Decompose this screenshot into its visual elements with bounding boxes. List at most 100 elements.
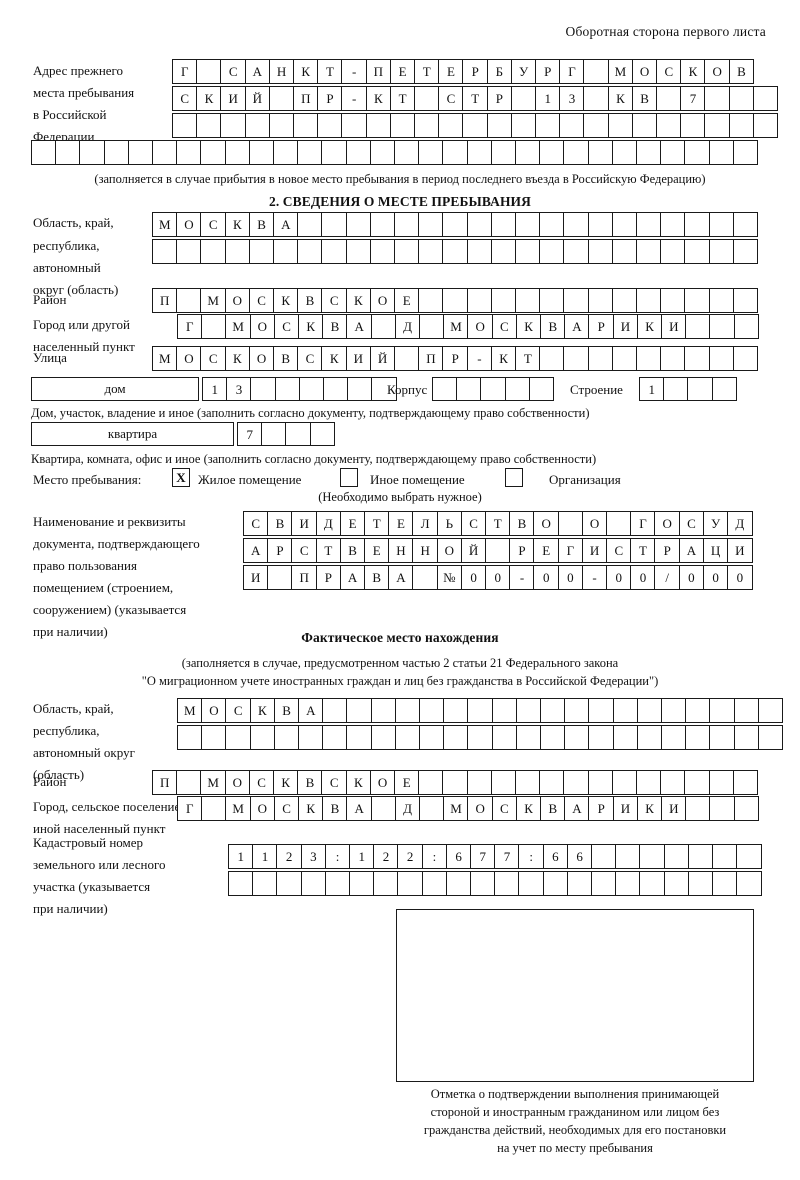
prev-address-row-4-cell-5[interactable] <box>127 140 154 165</box>
actual-region-row-1-cell-17[interactable] <box>564 698 590 723</box>
street-row-cell-7[interactable]: С <box>297 346 323 371</box>
document-row-1-cell-4[interactable]: Д <box>315 511 342 536</box>
district-row-cell-13[interactable] <box>442 288 468 313</box>
region-row-1-cell-23[interactable] <box>684 212 710 237</box>
city-row-cell-15[interactable]: К <box>515 314 542 339</box>
flat-cells-cell-4[interactable] <box>309 422 336 446</box>
actual-region-row-2-cell-11[interactable] <box>419 725 445 750</box>
prev-address-row-3-cell-20[interactable] <box>631 113 658 138</box>
region-row-1-cell-18[interactable] <box>563 212 589 237</box>
flat-cells[interactable]: 7 <box>237 422 336 446</box>
prev-address-row-3[interactable] <box>172 113 779 138</box>
document-row-1-cell-5[interactable]: Е <box>339 511 366 536</box>
prev-address-row-1-cell-17[interactable]: Г <box>559 59 585 84</box>
actual-district-row-cell-9[interactable]: К <box>345 770 372 795</box>
region-row-1-cell-7[interactable] <box>297 212 323 237</box>
prev-address-row-2-cell-10[interactable]: Т <box>389 86 416 111</box>
actual-city-row-cell-17[interactable]: А <box>564 796 590 821</box>
street-row-cell-20[interactable] <box>611 346 638 371</box>
document-row-1-cell-8[interactable]: Л <box>412 511 438 536</box>
street-row-cell-23[interactable] <box>684 346 710 371</box>
city-row-cell-18[interactable]: Р <box>588 314 614 339</box>
document-row-2-cell-15[interactable]: И <box>581 538 608 563</box>
street-row-cell-24[interactable] <box>708 346 735 371</box>
district-row-cell-21[interactable] <box>636 288 662 313</box>
prev-address-row-1-cell-3[interactable]: С <box>220 59 246 84</box>
city-row-cell-12[interactable]: М <box>443 314 469 339</box>
region-row-2-cell-3[interactable] <box>200 239 226 264</box>
region-row-2-cell-24[interactable] <box>708 239 735 264</box>
cadastral-row-1-cell-12[interactable]: 7 <box>494 844 520 869</box>
street-row-cell-12[interactable]: П <box>418 346 444 371</box>
region-row-2-cell-13[interactable] <box>442 239 468 264</box>
actual-city-row-cell-7[interactable]: В <box>322 796 348 821</box>
prev-address-row-4-cell-18[interactable] <box>442 140 468 165</box>
actual-district-row-cell-3[interactable]: М <box>200 770 226 795</box>
region-row-2-cell-17[interactable] <box>539 239 565 264</box>
document-row-3-cell-15[interactable]: - <box>581 565 608 590</box>
cadastral-row-1-cell-2[interactable]: 1 <box>252 844 278 869</box>
cadastral-row-1-cell-16[interactable] <box>591 844 617 869</box>
region-row-1-cell-20[interactable] <box>611 212 638 237</box>
region-row-2-cell-7[interactable] <box>297 239 323 264</box>
prev-address-row-4[interactable] <box>31 140 759 165</box>
actual-region-row-1-cell-25[interactable] <box>757 698 784 723</box>
actual-region-row-1-cell-6[interactable]: А <box>298 698 324 723</box>
document-row-3-cell-13[interactable]: 0 <box>533 565 559 590</box>
cadastral-row-1-cell-14[interactable]: 6 <box>542 844 569 869</box>
region-row-1-cell-1[interactable]: М <box>152 212 178 237</box>
cadastral-row-2-cell-1[interactable] <box>228 871 254 896</box>
district-row-cell-1[interactable]: П <box>152 288 178 313</box>
actual-region-row-2-cell-10[interactable] <box>394 725 421 750</box>
region-row-2-cell-1[interactable] <box>152 239 178 264</box>
region-row-2-cell-14[interactable] <box>466 239 493 264</box>
city-row-cell-4[interactable]: О <box>249 314 276 339</box>
prev-address-row-2-cell-15[interactable] <box>510 86 537 111</box>
cadastral-row-1-cell-5[interactable]: : <box>324 844 351 869</box>
region-row-1-cell-25[interactable] <box>732 212 759 237</box>
prev-address-row-3-cell-13[interactable] <box>462 113 488 138</box>
cadastral-row-1-cell-15[interactable]: 6 <box>566 844 593 869</box>
document-row-3-cell-18[interactable]: / <box>654 565 680 590</box>
actual-region-row-2-cell-4[interactable] <box>249 725 276 750</box>
stay-type-other-checkbox[interactable] <box>340 468 358 487</box>
prev-address-row-4-cell-17[interactable] <box>418 140 444 165</box>
actual-city-row-cell-13[interactable]: О <box>467 796 493 821</box>
street-row-cell-13[interactable]: Р <box>442 346 468 371</box>
cadastral-row-2-cell-8[interactable] <box>397 871 423 896</box>
cadastral-row-2-cell-9[interactable] <box>421 871 448 896</box>
document-row-1-cell-16[interactable] <box>606 511 632 536</box>
cadastral-row-1-cell-7[interactable]: 2 <box>373 844 399 869</box>
actual-district-row-cell-15[interactable] <box>490 770 517 795</box>
actual-region-row-1-cell-10[interactable] <box>394 698 421 723</box>
cadastral-row-2-cell-19[interactable] <box>663 871 690 896</box>
prev-address-row-2-cell-11[interactable] <box>414 86 440 111</box>
region-row-2-cell-18[interactable] <box>563 239 589 264</box>
street-row-cell-18[interactable] <box>563 346 589 371</box>
prev-address-row-2-cell-25[interactable] <box>752 86 779 111</box>
prev-address-row-3-cell-23[interactable] <box>704 113 730 138</box>
prev-address-row-4-cell-10[interactable] <box>248 140 275 165</box>
prev-address-row-3-cell-24[interactable] <box>728 113 755 138</box>
cadastral-row-2-cell-3[interactable] <box>276 871 302 896</box>
actual-region-row-1-cell-20[interactable] <box>636 698 663 723</box>
region-row-2-cell-20[interactable] <box>611 239 638 264</box>
document-row-2-cell-19[interactable]: А <box>678 538 705 563</box>
actual-region-row-2-cell-6[interactable] <box>298 725 324 750</box>
cadastral-row-2-cell-18[interactable] <box>639 871 665 896</box>
street-row-cell-14[interactable]: - <box>466 346 493 371</box>
district-row-cell-25[interactable] <box>732 288 759 313</box>
region-row-1-cell-13[interactable] <box>442 212 468 237</box>
actual-city-row-cell-2[interactable] <box>201 796 227 821</box>
district-row-cell-23[interactable] <box>684 288 710 313</box>
prev-address-row-1-cell-6[interactable]: К <box>293 59 319 84</box>
actual-region-row-2-cell-15[interactable] <box>515 725 542 750</box>
actual-city-row-cell-24[interactable] <box>733 796 760 821</box>
region-row-2-cell-16[interactable] <box>515 239 541 264</box>
actual-region-row-1-cell-13[interactable] <box>467 698 493 723</box>
actual-city-row-cell-5[interactable]: С <box>273 796 300 821</box>
district-row-cell-5[interactable]: С <box>248 288 275 313</box>
prev-address-row-4-cell-22[interactable] <box>539 140 565 165</box>
